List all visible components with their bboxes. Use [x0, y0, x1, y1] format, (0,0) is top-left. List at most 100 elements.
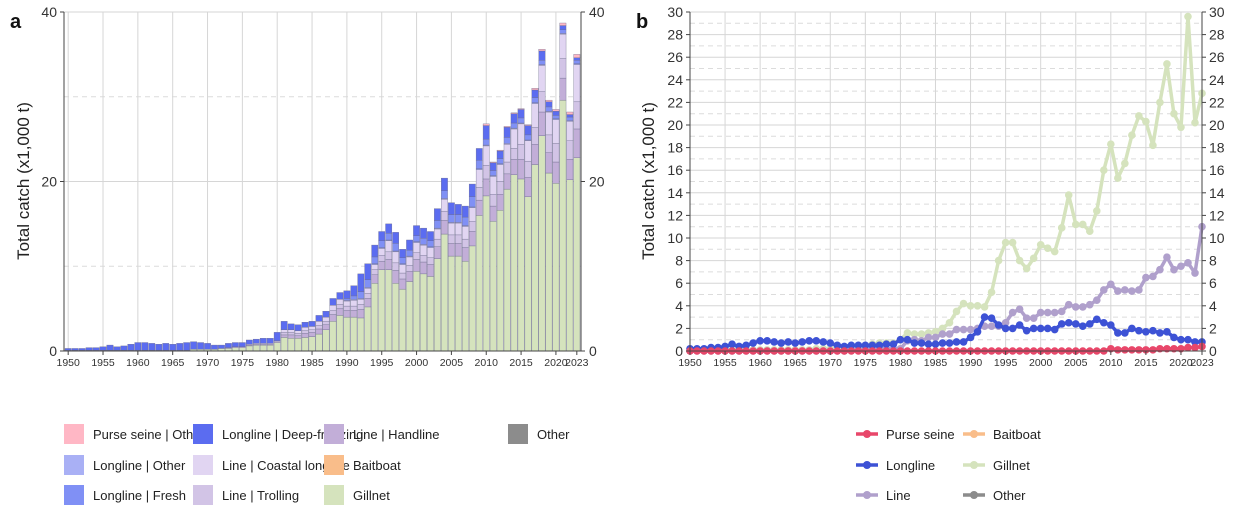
- series-point: [1001, 318, 1010, 327]
- series-point: [805, 337, 814, 345]
- legend-label: Longline: [886, 458, 935, 473]
- series-point: [1085, 320, 1094, 328]
- x-tick-label: 1985: [300, 357, 324, 369]
- y-tick-label-right: 30: [1209, 4, 1225, 20]
- series-point: [826, 339, 835, 347]
- bar-segment: [266, 338, 274, 344]
- bar-segment: [503, 161, 511, 175]
- x-tick-label: 1960: [126, 357, 150, 369]
- bar-segment: [399, 278, 406, 290]
- series-point: [1078, 322, 1087, 330]
- bar-segment: [350, 299, 358, 307]
- series-point: [910, 339, 919, 347]
- bar-segment: [524, 177, 532, 197]
- series-point: [1107, 321, 1115, 329]
- series-point: [973, 302, 982, 310]
- series-point: [1135, 326, 1143, 335]
- bar-segment: [482, 145, 490, 166]
- bar-segment: [322, 316, 330, 322]
- x-tick-label: 2005: [440, 357, 464, 369]
- series-point: [1036, 324, 1045, 333]
- bar-segment: [392, 243, 399, 252]
- bar-segment: [308, 326, 316, 330]
- bar-segment: [246, 345, 253, 352]
- legend-label: Line | Coastal longline: [222, 458, 350, 473]
- series-point: [1008, 324, 1017, 333]
- bar-segment: [510, 159, 518, 175]
- bar-segment: [482, 125, 490, 140]
- panel-b: b Total catch (x1,000 t) 0 02 24 46 68 810 101…: [636, 4, 1225, 369]
- series-point: [1163, 327, 1171, 336]
- y-tick-label-right: 24: [1209, 72, 1225, 88]
- bar-segment: [420, 244, 427, 256]
- bar-segment: [280, 337, 288, 352]
- x-tick-label: 1950: [57, 357, 81, 369]
- bar-segment: [434, 208, 441, 221]
- series-point: [1128, 131, 1136, 139]
- bar-segment: [510, 128, 518, 149]
- series-point: [1128, 346, 1136, 354]
- panel-a-label: a: [10, 11, 22, 33]
- bar-segment: [503, 188, 511, 352]
- bar-segment: [468, 196, 476, 208]
- bar-segment: [517, 144, 525, 160]
- series-point: [1156, 265, 1164, 274]
- bar-segment: [364, 288, 372, 294]
- bar-segment: [461, 260, 469, 352]
- bar-segment: [455, 234, 462, 244]
- bar-segment: [315, 328, 323, 335]
- series-point: [945, 330, 954, 338]
- bar-segment: [64, 348, 72, 351]
- bar-segment: [434, 220, 441, 229]
- y-tick-label: 4: [675, 298, 683, 314]
- series-point: [784, 338, 792, 346]
- bar-segment: [461, 205, 469, 218]
- series-point: [945, 339, 954, 347]
- bar-segment: [197, 342, 204, 350]
- y-tick-label-right: 4: [1209, 298, 1217, 314]
- bar-segment: [496, 194, 504, 211]
- y-tick-label: 8: [675, 253, 683, 269]
- bar-segment: [308, 321, 316, 327]
- legend-label: Line | Trolling: [222, 488, 299, 503]
- bar-segment: [489, 194, 497, 207]
- bar-segment: [329, 310, 337, 315]
- series-point: [1100, 286, 1108, 294]
- bar-segment: [329, 305, 337, 311]
- bar-segment: [155, 344, 163, 351]
- bar-segment: [78, 348, 86, 351]
- series-point: [1085, 227, 1094, 236]
- bar-segment: [294, 324, 302, 331]
- legend-swatch: [64, 424, 84, 444]
- series-point: [854, 341, 863, 350]
- x-tick-label: 1990: [959, 357, 983, 369]
- y-tick-label-right: 20: [589, 174, 605, 190]
- legend-marker: [970, 491, 978, 499]
- bar-segment: [211, 344, 218, 350]
- bar-segment: [413, 242, 420, 253]
- bar-segment: [399, 249, 406, 258]
- bar-segment: [336, 315, 344, 352]
- bar-segment: [246, 339, 253, 345]
- bar-segment: [538, 111, 546, 136]
- series-point: [1050, 247, 1059, 256]
- series-point: [980, 313, 989, 321]
- series-point: [1121, 346, 1129, 354]
- bar-segment: [357, 317, 365, 352]
- series-point: [1071, 303, 1080, 311]
- bar-segment: [99, 346, 107, 351]
- bar-segment: [496, 210, 504, 352]
- bar-segment: [448, 202, 455, 215]
- bar-segment: [343, 305, 351, 311]
- bar-segment: [475, 160, 483, 169]
- bar-segment: [538, 135, 546, 352]
- bar-segment: [127, 344, 135, 351]
- bar-segment: [573, 157, 581, 352]
- series-point: [931, 327, 940, 336]
- bar-segment: [183, 342, 190, 351]
- series-point: [742, 341, 750, 350]
- x-tick-label: 2023: [565, 357, 589, 369]
- legend-label: Other: [993, 488, 1026, 503]
- bar-segment: [392, 262, 399, 271]
- y-tick-label: 2: [675, 320, 683, 336]
